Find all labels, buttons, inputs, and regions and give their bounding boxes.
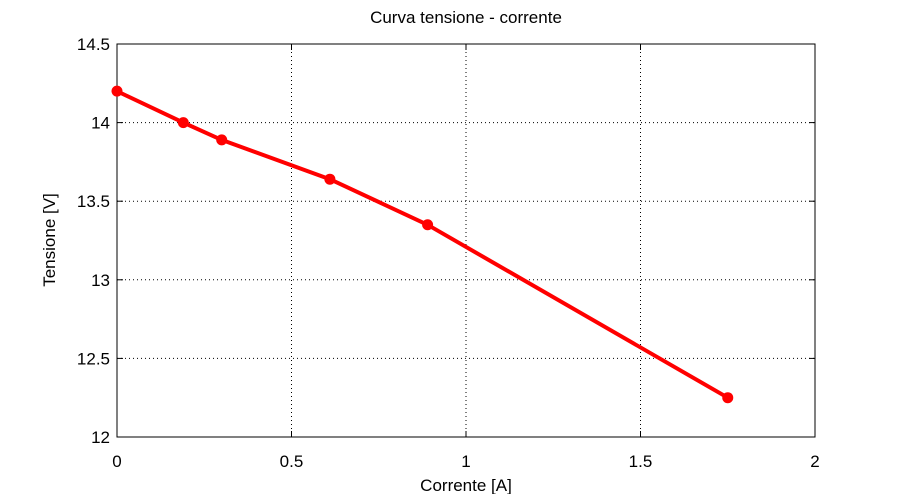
x-axis-label: Corrente [A] [420,476,512,494]
x-tick-label: 0.5 [280,452,304,471]
y-tick-label: 13 [91,271,110,290]
data-point [111,85,123,97]
ticks [116,43,816,438]
data-point [216,134,228,146]
x-tick-label: 0 [112,452,121,471]
y-tick-label: 12 [91,428,110,447]
series [111,85,734,404]
data-point [422,219,434,231]
y-tick-labels: 12 12.5 13 13.5 14 14.5 [77,35,110,447]
data-point [177,117,189,129]
y-axis-label: Tensione [V] [40,193,59,287]
x-tick-label: 2 [810,452,819,471]
x-tick-label: 1.5 [629,452,653,471]
y-tick-label: 14 [91,114,110,133]
chart-title: Curva tensione - corrente [370,8,562,27]
series-line [116,89,729,400]
y-tick-label: 14.5 [77,35,110,54]
data-point [324,173,336,185]
grid [117,44,815,437]
y-tick-label: 13.5 [77,192,110,211]
data-point [722,392,734,404]
x-tick-labels: 0 0.5 1 1.5 2 [112,452,819,471]
y-tick-label: 12.5 [77,349,110,368]
x-tick-label: 1 [461,452,470,471]
